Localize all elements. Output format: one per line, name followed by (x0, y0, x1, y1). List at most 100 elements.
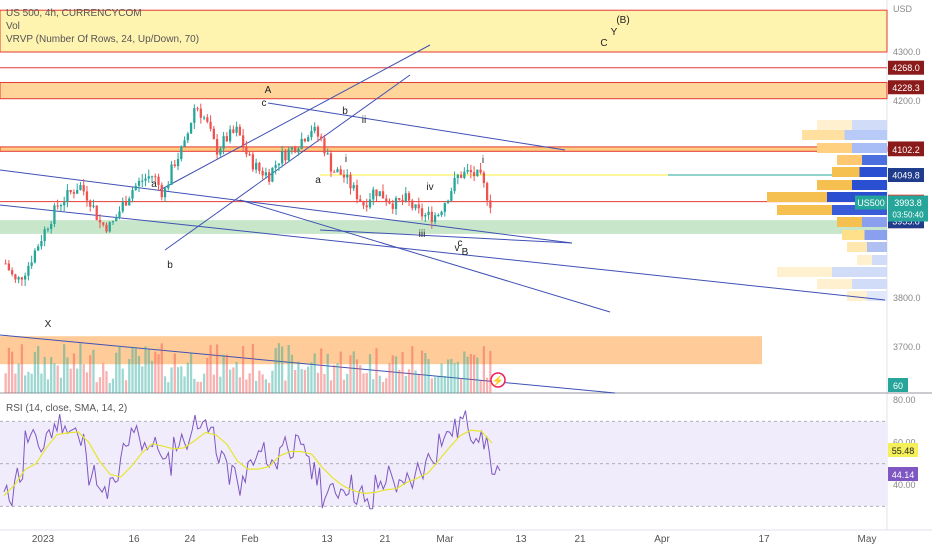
volume-bar (79, 343, 82, 393)
candle-body (82, 185, 85, 192)
wave-label: C (600, 38, 607, 49)
volume-bar (245, 379, 248, 393)
volume-bar (131, 346, 134, 393)
volume-bar (476, 357, 479, 393)
symbol-label[interactable]: US 500, 4h, CURRENCYCOM (6, 8, 142, 19)
candle-body (300, 138, 303, 149)
volume-bar (241, 346, 245, 393)
volume-bar (92, 349, 95, 393)
time-tick-label: Mar (436, 534, 454, 545)
resistance-zone (0, 81, 888, 100)
volume-profile-down-bar (862, 217, 887, 227)
volume-bar (24, 375, 27, 393)
volume-bar (56, 365, 59, 393)
candle-body (456, 174, 459, 179)
candle-body (359, 199, 362, 202)
vol-label[interactable]: Vol (6, 21, 20, 32)
volume-profile-up-bar (817, 143, 852, 153)
candle-body (14, 274, 17, 280)
volume-bar (385, 378, 388, 393)
volume-bar (375, 348, 378, 393)
volume-bar (219, 376, 222, 393)
volume-bar (196, 381, 199, 393)
volume-bar (157, 354, 160, 393)
price-badge-label: 4268.0 (892, 63, 920, 73)
candle-body (238, 126, 242, 136)
resistance-band (0, 146, 888, 152)
volume-bar (482, 346, 486, 393)
volume-bar (37, 345, 40, 393)
candle-body (254, 162, 258, 170)
candle-body (274, 165, 277, 168)
volume-zone (0, 336, 762, 365)
current-price-badge (888, 195, 928, 222)
candle-body (176, 159, 180, 167)
time-tick-label: 17 (758, 534, 770, 545)
candle-body (342, 174, 346, 178)
wave-label: b (342, 106, 348, 117)
rsi-badge (888, 467, 918, 481)
volume-bar (313, 353, 316, 393)
volume-bar (17, 363, 20, 393)
wave-label: (B) (616, 15, 629, 26)
candle-body (430, 211, 433, 222)
rsi-legend[interactable]: RSI (14, close, SMA, 14, 2) (6, 403, 128, 414)
volume-bar (98, 377, 102, 393)
candle-body (349, 174, 352, 189)
volume-bar (453, 362, 456, 393)
candle-body (170, 164, 173, 185)
volume-bar (381, 382, 385, 393)
wave-label: c (262, 98, 267, 109)
time-tick-label: 21 (574, 534, 586, 545)
candle-body (92, 205, 95, 207)
candle-body (417, 204, 420, 209)
volume-profile-up-bar (817, 180, 852, 190)
volume-bar (352, 351, 355, 393)
rsi-tick-label: 40.00 (893, 480, 916, 490)
candle-body (206, 117, 209, 122)
volume-bar (333, 364, 336, 393)
candle-body (121, 201, 124, 212)
candle-body (7, 263, 11, 271)
chart-legend: US 500, 4h, CURRENCYCOM Vol VRVP (Number… (6, 7, 199, 46)
candle-body (326, 153, 329, 155)
candle-body (391, 203, 394, 209)
volume-profile-down-bar (832, 205, 887, 215)
volume-profile-up-bar (847, 291, 867, 301)
volume-profile-up-bar (777, 205, 832, 215)
volume-bar (202, 373, 206, 393)
wave-label: a (315, 175, 321, 186)
candle-body (411, 200, 414, 209)
wave-label: i (345, 154, 347, 165)
candle-body (463, 171, 466, 178)
candle-body (180, 146, 183, 160)
candle-body (466, 169, 469, 172)
volume-bar (186, 362, 189, 393)
candle-body (489, 200, 492, 208)
wave-label: b (167, 260, 173, 271)
volume-bar (372, 379, 375, 393)
candle-body (313, 126, 316, 132)
volume-bar (167, 382, 170, 393)
volume-badge (888, 378, 908, 392)
volume-bar (254, 380, 258, 393)
candle-body (37, 246, 40, 251)
candle-body (427, 211, 430, 216)
candle-body (437, 214, 440, 216)
volume-bar (284, 380, 287, 393)
candle-body (245, 146, 248, 155)
volume-bar (300, 368, 303, 393)
volume-bar (310, 362, 313, 393)
volume-profile-down-bar (864, 230, 887, 240)
wave-label: ii (362, 115, 366, 126)
volume-bar (118, 345, 121, 393)
candle-body (225, 136, 228, 142)
vrvp-label[interactable]: VRVP (Number Of Rows, 24, Up/Down, 70) (6, 34, 200, 45)
volume-bar (238, 377, 242, 393)
volume-bar (264, 379, 268, 393)
lightning-glyph: ⚡ (492, 374, 504, 387)
candle-body (17, 277, 20, 280)
rsi-sma-line (3, 429, 493, 497)
